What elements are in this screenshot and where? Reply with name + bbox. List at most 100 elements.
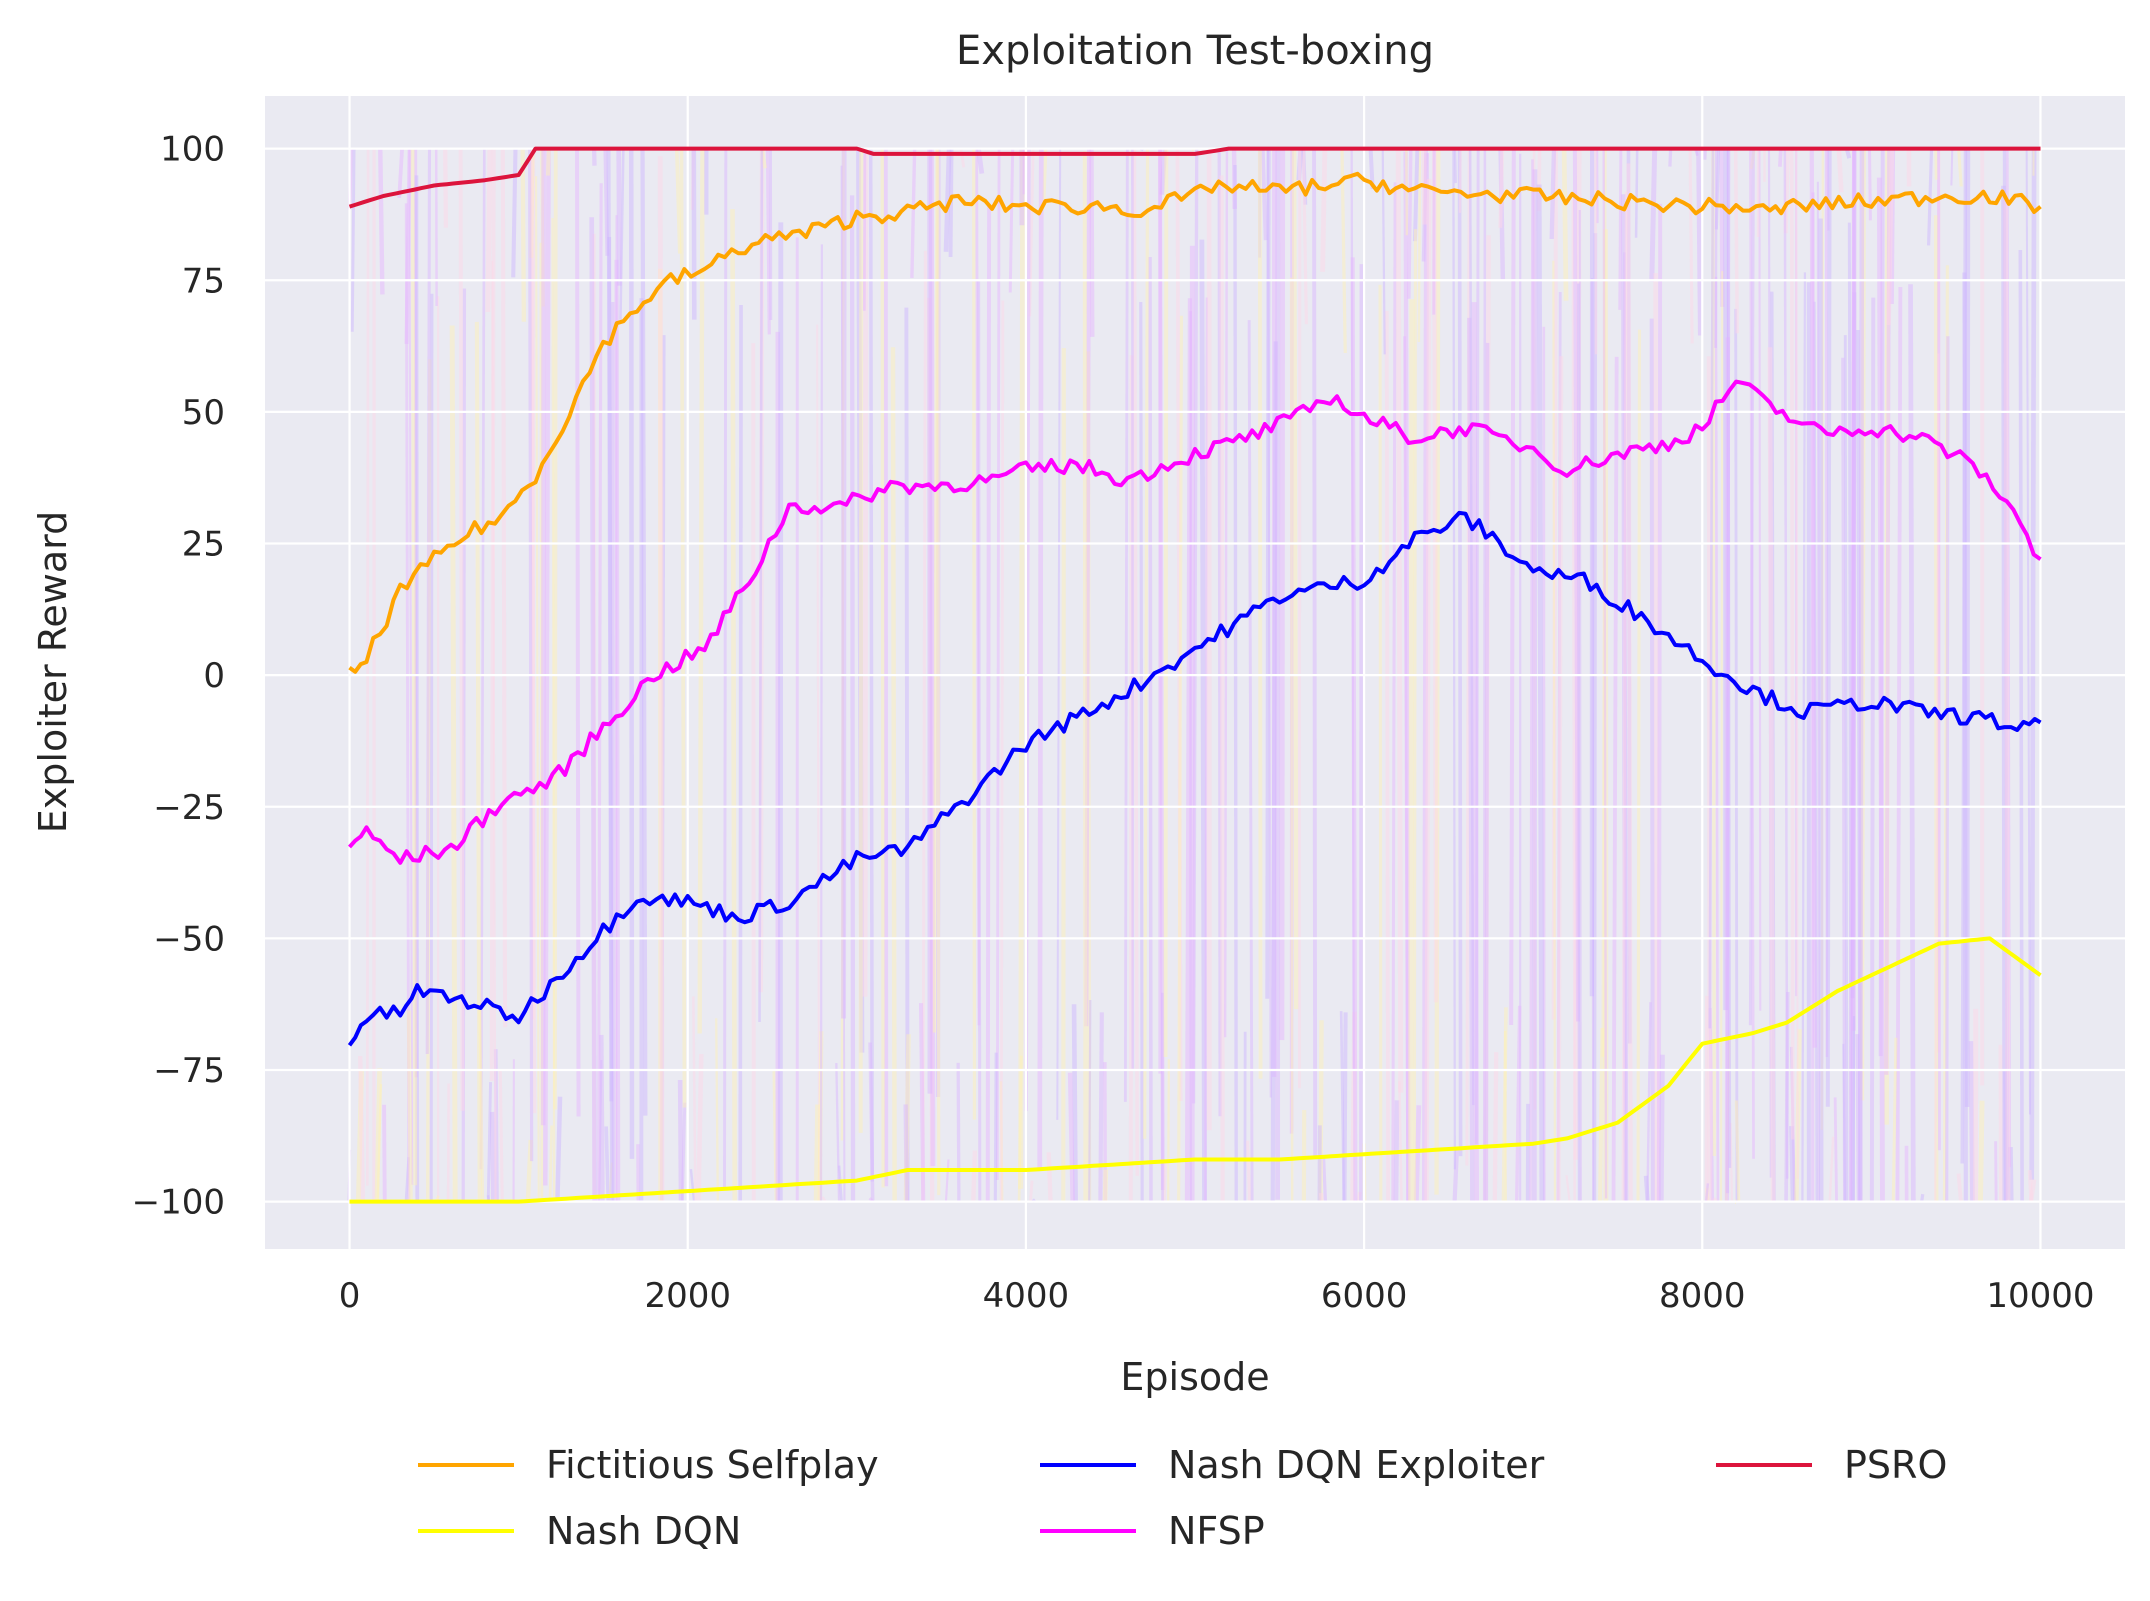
noise-stroke bbox=[691, 148, 697, 320]
noise-stroke bbox=[414, 175, 420, 1202]
noise-stroke bbox=[408, 148, 414, 1185]
noise-stroke bbox=[1204, 297, 1208, 1202]
noise-stroke bbox=[1162, 1160, 1168, 1202]
noise-stroke bbox=[975, 148, 981, 1026]
noise-stroke bbox=[539, 242, 544, 1202]
x-tick-label: 8000 bbox=[1659, 1276, 1746, 1316]
noise-stroke bbox=[1729, 1122, 1734, 1202]
noise-stroke bbox=[1572, 148, 1580, 1022]
legend-label: Nash DQN bbox=[546, 1509, 741, 1553]
noise-stroke bbox=[1994, 1141, 1998, 1202]
noise-stroke bbox=[1219, 175, 1225, 1202]
noise-stroke bbox=[1601, 148, 1607, 1057]
noise-stroke bbox=[500, 148, 508, 1028]
noise-stroke bbox=[619, 148, 625, 320]
noise-stroke bbox=[1598, 1027, 1605, 1202]
noise-stroke bbox=[1384, 310, 1391, 1202]
noise-stroke bbox=[1956, 1173, 1963, 1202]
noise-stroke bbox=[1042, 148, 1048, 206]
noise-stroke bbox=[1878, 148, 1885, 1057]
noise-stroke bbox=[1432, 148, 1439, 1003]
noise-stroke bbox=[1945, 336, 1950, 1202]
x-tick-label: 6000 bbox=[1321, 1276, 1408, 1316]
noise-stroke bbox=[2005, 148, 2012, 1168]
noise-stroke bbox=[1592, 233, 1598, 1202]
noise-stroke bbox=[474, 321, 482, 1202]
noise-stroke bbox=[1503, 1030, 1508, 1202]
noise-stroke bbox=[1452, 1149, 1460, 1202]
noise-stroke bbox=[1734, 1100, 1741, 1202]
noise-stroke bbox=[425, 148, 432, 1054]
noise-stroke bbox=[1159, 148, 1168, 195]
noise-stroke bbox=[528, 148, 534, 1162]
noise-stroke bbox=[604, 1126, 611, 1202]
noise-stroke bbox=[2028, 1179, 2037, 1202]
noise-stroke bbox=[819, 244, 823, 1202]
noise-stroke bbox=[1128, 355, 1134, 1202]
noise-stroke bbox=[679, 148, 687, 1108]
noise-stroke bbox=[1733, 148, 1739, 334]
noise-stroke bbox=[1926, 148, 1934, 246]
noise-stroke bbox=[758, 148, 765, 993]
noise-stroke bbox=[1859, 148, 1866, 1101]
noise-stroke bbox=[1734, 308, 1739, 1202]
noise-stroke bbox=[2007, 1147, 2014, 1202]
noise-stroke bbox=[1067, 1072, 1075, 1202]
noise-stroke bbox=[1726, 148, 1732, 1168]
noise-stroke bbox=[1339, 1011, 1346, 1202]
noise-stroke bbox=[1403, 151, 1411, 1202]
noise-stroke bbox=[530, 148, 537, 1114]
noise-stroke bbox=[1611, 356, 1619, 1202]
noise-stroke bbox=[1471, 302, 1480, 1202]
noise-stroke bbox=[350, 148, 356, 332]
legend-label: PSRO bbox=[1844, 1443, 1947, 1487]
y-tick-label: 0 bbox=[203, 656, 225, 696]
x-tick-label: 2000 bbox=[644, 1276, 731, 1316]
noise-stroke bbox=[1571, 199, 1576, 1202]
y-tick-label: −25 bbox=[153, 788, 225, 828]
series-line bbox=[349, 936, 2042, 1204]
x-tick-label: 0 bbox=[339, 1276, 361, 1316]
noise-stroke bbox=[1318, 1020, 1324, 1202]
noise-stroke bbox=[1578, 209, 1582, 1202]
noise-stroke bbox=[489, 148, 496, 1082]
noise-stroke bbox=[1621, 191, 1628, 1202]
noise-stroke bbox=[458, 148, 465, 1111]
noise-stroke bbox=[1084, 148, 1092, 1027]
noise-stroke bbox=[677, 1079, 684, 1202]
noise-stroke bbox=[1291, 148, 1299, 1010]
noise-stroke bbox=[1088, 1000, 1092, 1202]
noise-stroke bbox=[1724, 337, 1730, 1202]
noise-stroke bbox=[1342, 1012, 1348, 1202]
noise-stroke bbox=[928, 148, 936, 1166]
noise-stroke bbox=[461, 288, 467, 1202]
noise-stroke bbox=[493, 1049, 499, 1202]
noise-stroke bbox=[443, 148, 449, 228]
noise-stroke bbox=[1434, 148, 1441, 1195]
noise-stroke bbox=[1719, 271, 1724, 1202]
noise-stroke bbox=[715, 1018, 719, 1202]
noise-stroke bbox=[1529, 159, 1534, 1202]
noise-stroke bbox=[382, 1104, 387, 1202]
noise-stroke bbox=[1318, 1192, 1324, 1202]
noise-stroke bbox=[1552, 260, 1557, 1202]
noise-stroke bbox=[1424, 178, 1432, 1202]
noise-stroke bbox=[1626, 148, 1632, 1044]
noise-stroke bbox=[1602, 148, 1608, 1199]
noise-stroke bbox=[697, 148, 705, 1034]
y-tick-label: −50 bbox=[153, 919, 225, 959]
noise-stroke bbox=[1649, 148, 1658, 282]
noise-stroke bbox=[1908, 284, 1916, 1202]
noise-stroke bbox=[406, 1010, 413, 1202]
noise-stroke bbox=[1340, 148, 1347, 353]
noise-stroke bbox=[1714, 148, 1718, 348]
noise-stroke bbox=[1320, 148, 1328, 272]
noise-stroke bbox=[1714, 276, 1720, 1202]
noise-stroke bbox=[1061, 348, 1066, 1202]
noise-stroke bbox=[690, 148, 696, 210]
y-tick-label: −100 bbox=[132, 1183, 225, 1223]
noise-stroke bbox=[816, 324, 821, 1202]
noise-stroke bbox=[837, 1165, 843, 1202]
noise-stroke bbox=[1770, 291, 1776, 1202]
